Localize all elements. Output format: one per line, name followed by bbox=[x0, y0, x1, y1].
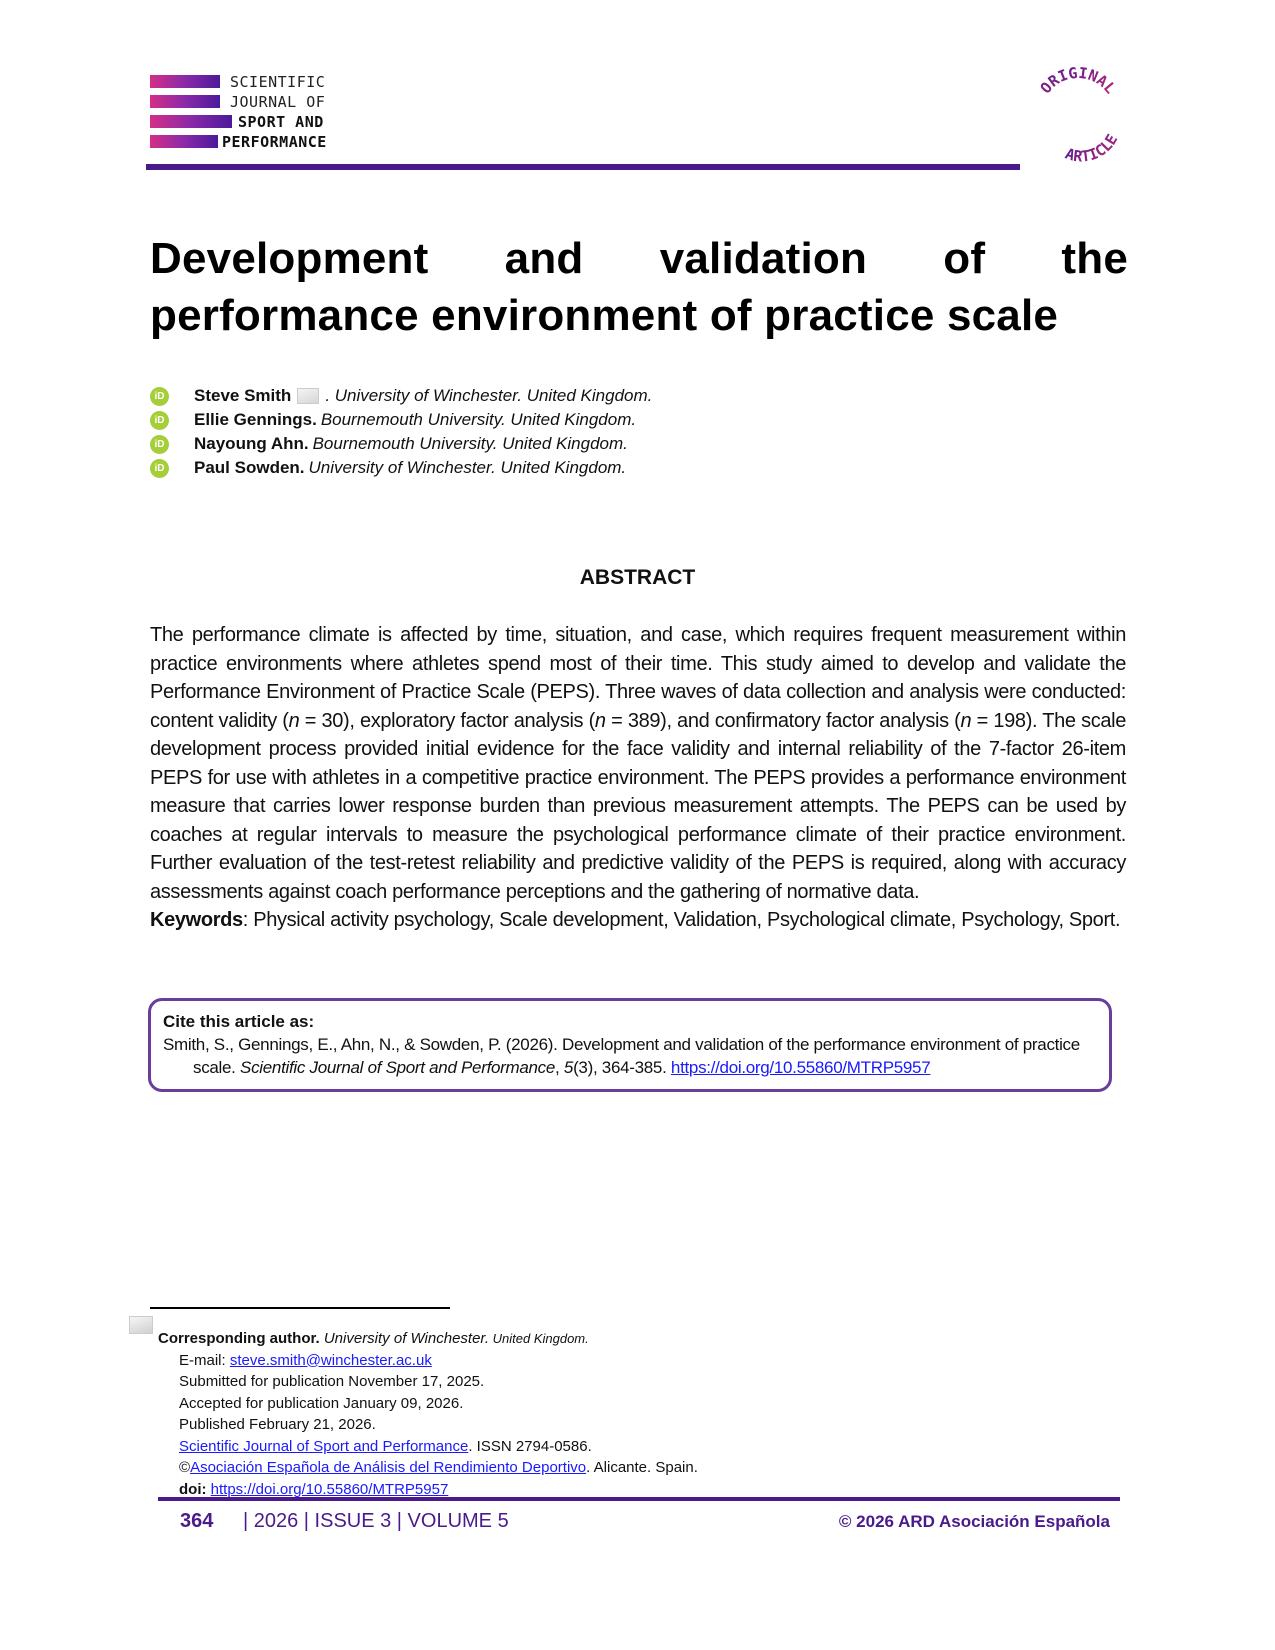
logo-bar bbox=[150, 75, 220, 88]
author-affiliation: University of Winchester. United Kingdom… bbox=[308, 458, 627, 477]
sample-size-symbol: n bbox=[288, 709, 300, 732]
footer-copyright: © 2026 ARD Asociación Española bbox=[838, 1512, 1110, 1531]
author-name: Ellie Gennings. bbox=[194, 410, 317, 429]
abstract-heading: ABSTRACT bbox=[579, 566, 696, 589]
logo-line-3: SPORT AND bbox=[238, 113, 324, 131]
article-title: Development and validation of the perfor… bbox=[150, 234, 1128, 340]
orcid-icon[interactable]: iD bbox=[150, 386, 169, 406]
page-number: 364 bbox=[180, 1510, 214, 1532]
journal-link[interactable]: Scientific Journal of Sport and Performa… bbox=[179, 1437, 469, 1455]
author-name: Nayoung Ahn. bbox=[194, 434, 309, 453]
issue-info: | 2026 | ISSUE 3 | VOLUME 5 bbox=[243, 1510, 509, 1532]
email-link[interactable]: steve.smith@winchester.ac.uk bbox=[229, 1351, 432, 1369]
author-affiliation: . University of Winchester. United Kingd… bbox=[325, 386, 653, 405]
envelope-icon bbox=[129, 1316, 153, 1334]
orcid-icon[interactable]: iD bbox=[150, 434, 169, 454]
abstract-text: The performance climate is affected by t… bbox=[150, 624, 1126, 732]
author-name: Steve Smith bbox=[194, 386, 292, 405]
citation: Smith, S., Gennings, E., Ahn, N., & Sowd… bbox=[163, 1033, 1097, 1079]
logo-line-1: SCIENTIFIC bbox=[230, 73, 326, 91]
abstract-body: The performance climate is affected by t… bbox=[150, 621, 1126, 935]
logo-line-2: JOURNAL OF bbox=[230, 93, 326, 111]
envelope-icon[interactable] bbox=[297, 388, 320, 404]
badge-top-text: ORIGINAL bbox=[1037, 64, 1120, 97]
society-location: . Alicante. Spain. bbox=[586, 1459, 698, 1476]
badge-bottom-text: ARTICLE bbox=[1058, 127, 1126, 173]
logo-bar bbox=[150, 95, 220, 108]
corresponding-affiliation: University of Winchester. bbox=[319, 1330, 490, 1347]
footer-divider bbox=[158, 1497, 1120, 1501]
author-row: iD Steve Smith . University of Wincheste… bbox=[150, 384, 652, 408]
journal-line: Scientific Journal of Sport and Performa… bbox=[158, 1436, 698, 1458]
issn: . ISSN 2794-0586. bbox=[468, 1437, 592, 1455]
author-affiliation: Bournemouth University. United Kingdom. bbox=[312, 434, 628, 453]
logo-line-4: PERFORMANCE bbox=[222, 133, 327, 151]
author-affiliation: Bournemouth University. United Kingdom. bbox=[320, 410, 637, 429]
doi-label: doi: bbox=[179, 1480, 211, 1498]
citation-doi-link[interactable]: https://doi.org/10.55860/MTRP5957 bbox=[670, 1058, 931, 1077]
original-article-badge: ORIGINAL ARTICLE bbox=[1028, 62, 1128, 174]
corresponding-author: Corresponding author. University of Winc… bbox=[158, 1328, 698, 1350]
citation-text: Smith, S., Gennings, E., Ahn, N., & Sowd… bbox=[163, 1035, 1080, 1077]
abstract-text: = 389), and confirmatory factor analysis… bbox=[605, 709, 961, 732]
author-name: Paul Sowden. bbox=[194, 458, 305, 477]
page-footer: 364 | 2026 | ISSUE 3 | VOLUME 5 © 2026 A… bbox=[180, 1510, 1110, 1538]
footnote-divider bbox=[150, 1307, 450, 1309]
society-line: ©Asociación Española de Análisis del Ren… bbox=[158, 1457, 698, 1479]
corresponding-country: United Kingdom. bbox=[489, 1331, 589, 1346]
accepted-date: Accepted for publication January 09, 202… bbox=[179, 1394, 464, 1412]
doi-line: doi: https://doi.org/10.55860/MTRP5957 bbox=[158, 1479, 698, 1501]
orcid-icon[interactable]: iD bbox=[150, 458, 169, 478]
author-row: iD Paul Sowden. University of Winchester… bbox=[150, 456, 652, 480]
sample-size-symbol: n bbox=[594, 709, 606, 732]
society-link[interactable]: Asociación Española de Análisis del Rend… bbox=[190, 1459, 587, 1476]
abstract-text: = 30), exploratory factor analysis ( bbox=[299, 709, 596, 732]
svg-text:ARTICLE: ARTICLE bbox=[1058, 127, 1126, 162]
keywords: Keywords: Physical activity psychology, … bbox=[150, 906, 1126, 935]
corresponding-label: Corresponding author. bbox=[158, 1330, 320, 1347]
abstract-text: = 198). The scale development process pr… bbox=[150, 709, 1127, 903]
journal-logo: SCIENTIFIC JOURNAL OF SPORT AND PERFORMA… bbox=[150, 72, 350, 152]
author-row: iD Nayoung Ahn. Bournemouth University. … bbox=[150, 432, 652, 456]
logo-bar bbox=[150, 135, 218, 148]
keywords-label: Keywords bbox=[150, 909, 243, 931]
cite-title: Cite this article as: bbox=[163, 1012, 315, 1031]
footnote: Corresponding author. University of Winc… bbox=[158, 1328, 698, 1500]
svg-text:ORIGINAL: ORIGINAL bbox=[1037, 64, 1120, 97]
author-list: iD Steve Smith . University of Wincheste… bbox=[150, 384, 652, 480]
email-line: E-mail: steve.smith@winchester.ac.uk bbox=[158, 1350, 698, 1372]
header-divider bbox=[146, 164, 1020, 170]
logo-bar bbox=[150, 115, 232, 128]
copyright-symbol: © bbox=[179, 1459, 191, 1476]
citation-volume: 5 bbox=[563, 1058, 574, 1077]
author-row: iD Ellie Gennings. Bournemouth Universit… bbox=[150, 408, 652, 432]
orcid-icon[interactable]: iD bbox=[150, 410, 169, 430]
doi-link[interactable]: https://doi.org/10.55860/MTRP5957 bbox=[210, 1480, 449, 1498]
keywords-list: : Physical activity psychology, Scale de… bbox=[242, 909, 1121, 931]
published-date: Published February 21, 2026. bbox=[179, 1416, 376, 1433]
abstract-paragraph: The performance climate is affected by t… bbox=[150, 621, 1126, 906]
cite-box: Cite this article as: Smith, S., Genning… bbox=[148, 998, 1112, 1092]
sample-size-symbol: n bbox=[960, 709, 972, 732]
citation-journal: Scientific Journal of Sport and Performa… bbox=[240, 1058, 556, 1077]
email-label: E-mail: bbox=[179, 1351, 230, 1369]
submitted-date: Submitted for publication November 17, 2… bbox=[179, 1373, 485, 1390]
citation-pages: (3), 364-385. bbox=[573, 1058, 671, 1077]
citation-separator: , bbox=[555, 1058, 564, 1077]
